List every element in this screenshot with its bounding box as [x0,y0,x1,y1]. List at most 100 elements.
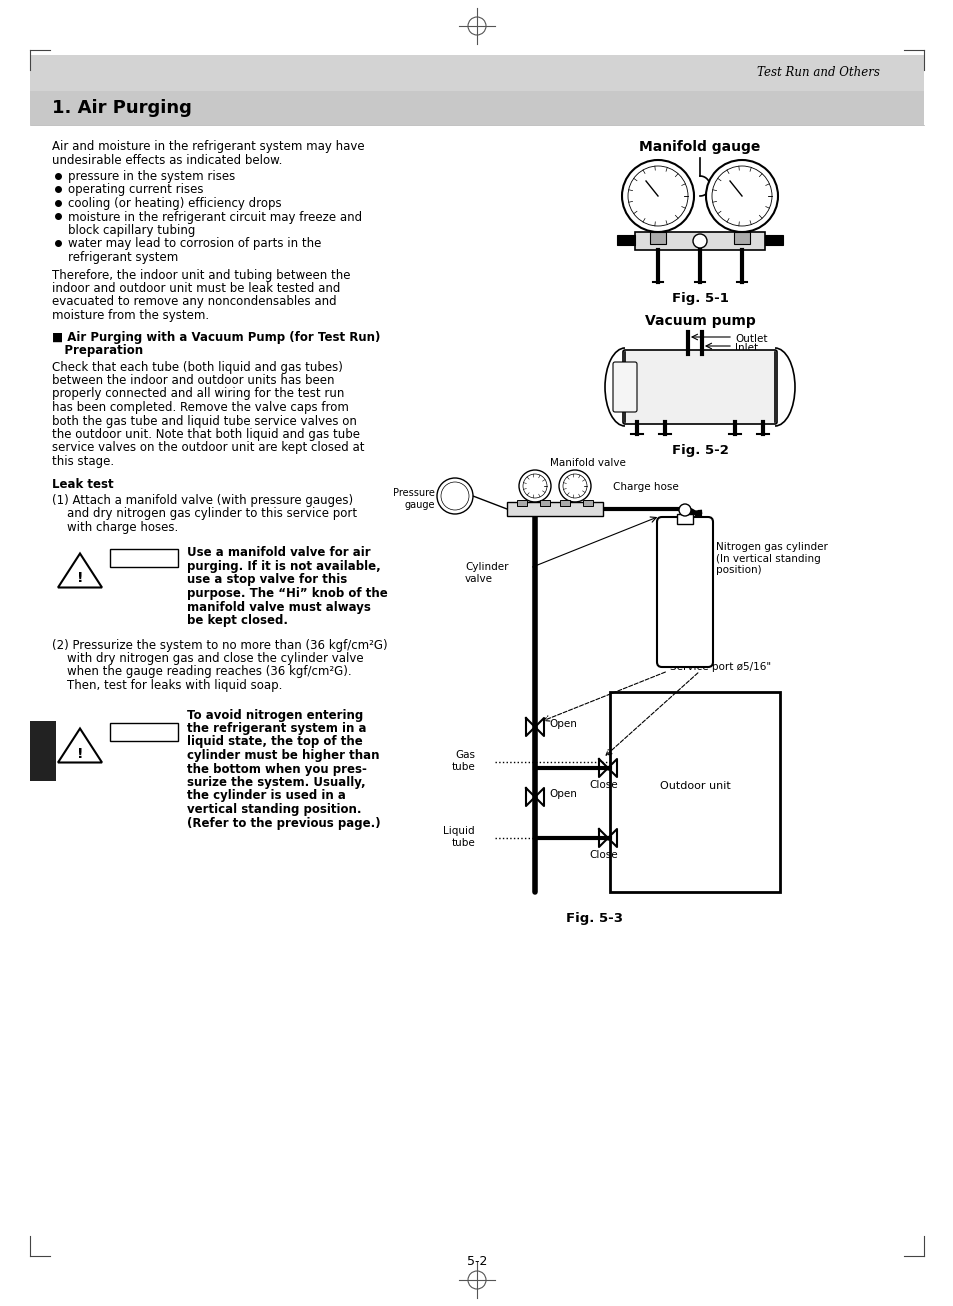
Text: Air and moisture in the refrigerant system may have: Air and moisture in the refrigerant syst… [52,140,364,153]
Text: ■ Air Purging with a Vacuum Pump (for Test Run): ■ Air Purging with a Vacuum Pump (for Te… [52,330,380,343]
Text: 5: 5 [36,741,50,760]
Bar [609,692,780,892]
Bar [30,55,923,91]
Text: Charge hose: Charge hose [613,482,678,492]
FancyBboxPatch shape [613,362,637,411]
Text: manifold valve must always: manifold valve must always [187,601,371,614]
Text: service valves on the outdoor unit are kept closed at: service valves on the outdoor unit are k… [52,441,364,454]
Text: 5-2: 5-2 [466,1255,487,1268]
Bar [110,549,178,567]
Text: refrigerant system: refrigerant system [68,251,178,264]
Circle shape [679,504,690,516]
Text: operating current rises: operating current rises [68,184,203,196]
Bar [110,722,178,741]
Bar [559,500,569,505]
Bar [517,500,526,505]
Text: (1) Attach a manifold valve (with pressure gauges): (1) Attach a manifold valve (with pressu… [52,494,353,507]
Text: this stage.: this stage. [52,454,114,468]
Text: Leak test: Leak test [52,478,113,491]
Text: between the indoor and outdoor units has been: between the indoor and outdoor units has… [52,374,335,387]
Bar [30,721,56,781]
Bar [649,232,665,244]
Circle shape [436,478,473,515]
Circle shape [562,474,586,498]
Text: block capillary tubing: block capillary tubing [68,225,195,236]
Text: the outdoor unit. Note that both liquid and gas tube: the outdoor unit. Note that both liquid … [52,428,359,441]
Text: Cylinder
valve: Cylinder valve [464,562,508,584]
Text: Open: Open [548,789,577,799]
Circle shape [627,166,687,226]
Text: be kept closed.: be kept closed. [187,614,288,627]
Text: Manifold valve: Manifold valve [550,458,625,468]
Text: Therefore, the indoor unit and tubing between the: Therefore, the indoor unit and tubing be… [52,269,350,282]
Text: Close: Close [589,780,618,790]
Bar [582,500,593,505]
Text: and dry nitrogen gas cylinder to this service port: and dry nitrogen gas cylinder to this se… [52,508,356,521]
Text: with dry nitrogen gas and close the cylinder valve: with dry nitrogen gas and close the cyli… [52,652,363,665]
Text: Then, test for leaks with liquid soap.: Then, test for leaks with liquid soap. [52,679,282,692]
Text: Lo: Lo [529,504,539,513]
Text: Fig. 5-1: Fig. 5-1 [671,293,728,306]
Text: both the gas tube and liquid tube service valves on: both the gas tube and liquid tube servic… [52,414,356,427]
Circle shape [621,161,693,232]
Text: Nitrogen gas cylinder
(In vertical standing
position): Nitrogen gas cylinder (In vertical stand… [716,542,827,575]
Text: indoor and outdoor unit must be leak tested and: indoor and outdoor unit must be leak tes… [52,282,340,295]
Text: Close: Close [589,850,618,859]
Text: Pressure
gauge: Pressure gauge [393,488,435,509]
Text: Liquid
tube: Liquid tube [443,825,475,848]
Bar [635,232,764,249]
Circle shape [518,470,551,502]
Circle shape [705,161,778,232]
Bar [764,235,782,246]
Text: Preparation: Preparation [52,343,143,357]
Text: Check that each tube (both liquid and gas tubes): Check that each tube (both liquid and ga… [52,360,342,374]
Text: CAUTION: CAUTION [116,726,172,737]
Circle shape [440,482,469,511]
Text: Vacuum pump: Vacuum pump [644,313,755,328]
Text: pressure in the system rises: pressure in the system rises [68,170,235,183]
Bar [617,235,635,246]
Text: purpose. The “Hi” knob of the: purpose. The “Hi” knob of the [187,586,387,599]
Text: properly connected and all wiring for the test run: properly connected and all wiring for th… [52,388,344,401]
Circle shape [711,166,771,226]
Text: moisture from the system.: moisture from the system. [52,310,209,323]
Bar [506,502,602,516]
Text: has been completed. Remove the valve caps from: has been completed. Remove the valve cap… [52,401,349,414]
FancyBboxPatch shape [657,517,712,667]
Text: Fig. 5-2: Fig. 5-2 [671,444,728,457]
Text: (2) Pressurize the system to no more than (36 kgf/cm²G): (2) Pressurize the system to no more tha… [52,639,387,652]
Text: liquid state, the top of the: liquid state, the top of the [187,735,362,748]
Text: purging. If it is not available,: purging. If it is not available, [187,560,380,573]
Text: Gas
tube: Gas tube [451,750,475,772]
Text: with charge hoses.: with charge hoses. [52,521,178,534]
Circle shape [692,234,706,248]
FancyBboxPatch shape [622,350,776,424]
Text: Outlet: Outlet [734,334,767,343]
Text: Service port ø5/16": Service port ø5/16" [669,662,770,673]
Text: the bottom when you pres-: the bottom when you pres- [187,763,367,776]
Circle shape [522,474,546,498]
Text: !: ! [76,572,83,585]
Bar [733,232,749,244]
Text: (Refer to the previous page.): (Refer to the previous page.) [187,816,380,829]
Text: 1. Air Purging: 1. Air Purging [52,99,192,118]
Text: moisture in the refrigerant circuit may freeze and: moisture in the refrigerant circuit may … [68,210,362,223]
Text: water may lead to corrosion of parts in the: water may lead to corrosion of parts in … [68,238,321,251]
Text: Test Run and Others: Test Run and Others [757,67,879,80]
Text: Hi: Hi [570,504,579,513]
Text: Open: Open [548,720,577,729]
Text: cooling (or heating) efficiency drops: cooling (or heating) efficiency drops [68,197,281,210]
Text: the cylinder is used in a: the cylinder is used in a [187,790,346,802]
Text: To avoid nitrogen entering: To avoid nitrogen entering [187,708,363,721]
Text: vertical standing position.: vertical standing position. [187,803,361,816]
Text: Fig. 5-3: Fig. 5-3 [566,912,623,925]
Circle shape [558,470,590,502]
Bar [677,515,692,524]
Text: use a stop valve for this: use a stop valve for this [187,573,347,586]
Text: !: ! [76,747,83,760]
Text: undesirable effects as indicated below.: undesirable effects as indicated below. [52,154,282,166]
Text: Outdoor unit: Outdoor unit [659,781,730,791]
Text: evacuated to remove any noncondensables and: evacuated to remove any noncondensables … [52,295,336,308]
Text: Inlet: Inlet [734,343,758,353]
Text: cylinder must be higher than: cylinder must be higher than [187,750,379,761]
